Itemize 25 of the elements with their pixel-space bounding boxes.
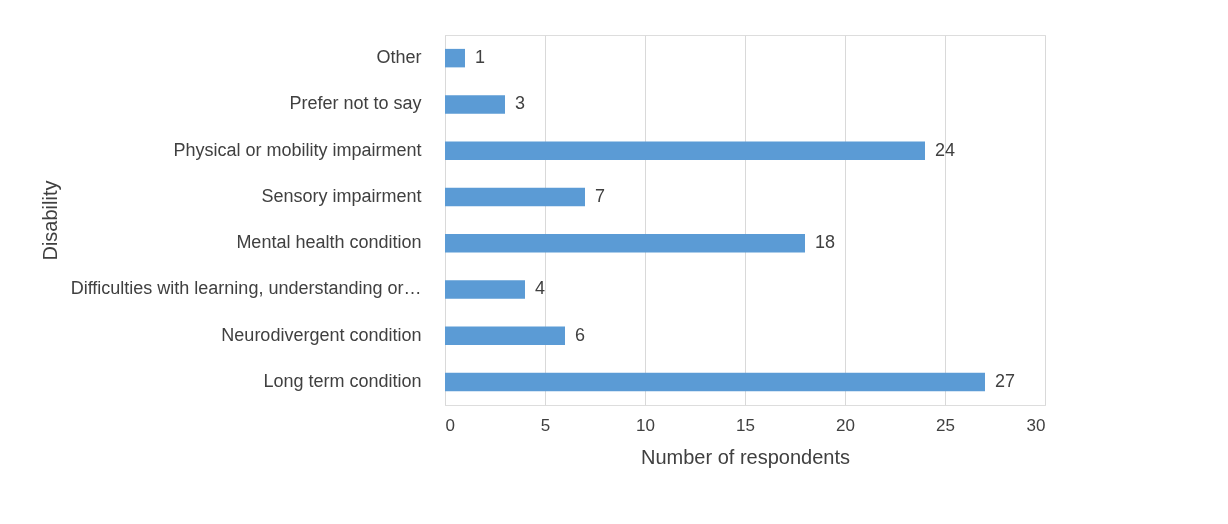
y-tick-label: Neurodivergent condition bbox=[221, 324, 422, 345]
x-tick-label: 10 bbox=[636, 415, 655, 435]
data-label: 4 bbox=[535, 278, 546, 299]
data-label: 6 bbox=[575, 324, 586, 345]
y-tick-label: Long term condition bbox=[263, 370, 422, 391]
data-label: 27 bbox=[995, 370, 1016, 391]
x-tick-label: 20 bbox=[836, 415, 855, 435]
x-tick-label: 5 bbox=[540, 415, 551, 435]
x-tick-label: 15 bbox=[736, 415, 755, 435]
y-tick-label: Mental health condition bbox=[236, 232, 422, 253]
data-label: 7 bbox=[595, 185, 606, 206]
y-tick-label: Physical or mobility impairment bbox=[173, 139, 422, 160]
data-label: 3 bbox=[515, 93, 526, 114]
y-tick-label: Sensory impairment bbox=[261, 185, 422, 206]
data-label: 18 bbox=[815, 232, 836, 253]
x-tick-label: 30 bbox=[1026, 415, 1046, 435]
y-axis-title: Disability bbox=[38, 180, 61, 261]
y-tick-label: Other bbox=[376, 47, 422, 68]
y-tick-label: Prefer not to say bbox=[289, 93, 422, 114]
x-tick-label: 0 bbox=[445, 415, 455, 435]
x-axis-title: Number of respondents bbox=[640, 445, 851, 468]
data-label: 24 bbox=[935, 139, 956, 160]
data-label: 1 bbox=[475, 47, 486, 68]
x-tick-label: 25 bbox=[936, 415, 955, 435]
y-tick-label: Difficulties with learning, understanding or… bbox=[70, 278, 422, 299]
